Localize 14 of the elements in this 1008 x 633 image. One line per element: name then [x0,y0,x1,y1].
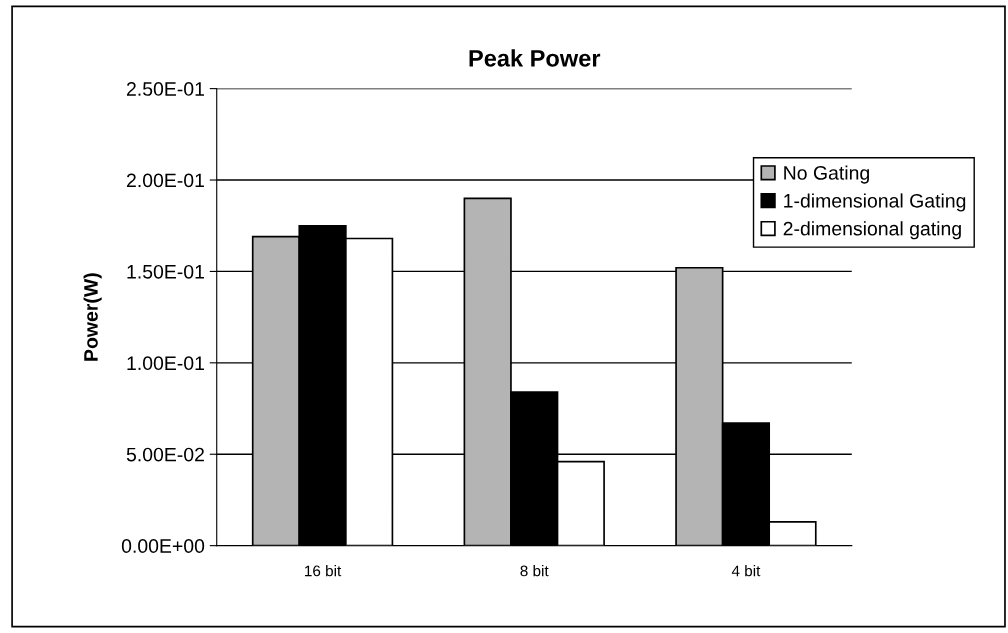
y-tick-label: 0.00E+00 [121,539,205,553]
x-tick-label: 4 bit [731,565,761,577]
legend-label: 1-dimensional Gating [784,193,966,212]
y-tick-label: 1.50E-01 [127,264,204,279]
y-tick-label: 2.00E-01 [126,173,204,188]
y-tick-label: 2.50E-01 [126,82,204,96]
y-tick-label: 1.00E-01 [127,356,204,371]
chart-title: Peak Power [469,49,601,67]
y-tick-label: 5.00E-02 [126,447,204,462]
legend-label: 2-dimensional gating [783,221,961,240]
legend-label: No Gating [784,165,869,184]
x-tick-label: 8 bit [520,565,549,577]
y-axis-title: Power(W) [83,273,102,361]
x-tick-label: 16 bit [305,565,342,577]
